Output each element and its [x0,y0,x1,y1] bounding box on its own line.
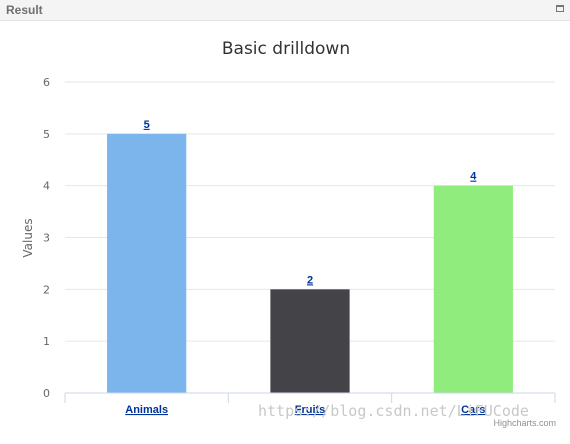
y-axis-title: Values [21,218,35,257]
result-panel-title: Result [6,3,43,17]
bars [107,133,513,393]
x-category-label-animals[interactable]: Animals [125,404,168,416]
credits-link[interactable]: Highcharts.com [493,418,556,428]
y-tick-label: 0 [43,387,50,400]
data-label-animals[interactable]: 5 [144,119,150,131]
drilldown-chart: Basic drilldown Values 0 1 2 3 4 5 6 5 2 4 Anima… [21,39,556,416]
y-tick-label: 1 [43,335,50,348]
chart-container: Basic drilldown Values 0 1 2 3 4 5 6 5 2 4 Anima… [0,21,570,439]
y-axis-ticks: 0 1 2 3 4 5 6 [43,76,50,400]
data-labels: 5 2 4 [144,119,478,287]
y-tick-label: 2 [43,283,50,296]
y-tick-label: 6 [43,76,50,89]
x-category-label-fruits[interactable]: Fruits [295,404,326,416]
data-label-fruits[interactable]: 2 [307,274,313,286]
chart-title: Basic drilldown [222,39,350,59]
bar-fruits[interactable] [270,289,350,393]
x-axis: Animals Fruits Cars [64,392,556,416]
y-tick-label: 3 [43,232,50,245]
data-label-cars[interactable]: 4 [470,171,477,183]
bar-animals[interactable] [107,133,187,393]
y-tick-label: 5 [43,128,50,141]
result-panel-header: Result [0,0,570,21]
y-tick-label: 4 [43,180,50,193]
maximize-icon[interactable] [556,5,564,12]
x-category-label-cars[interactable]: Cars [461,404,485,416]
watermark-text: https://blog.csdn.net/LiFUCode [258,402,529,420]
bar-cars[interactable] [433,185,513,393]
